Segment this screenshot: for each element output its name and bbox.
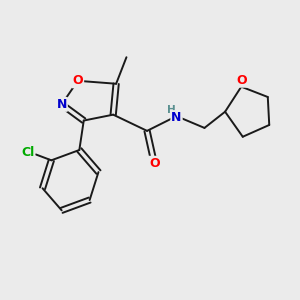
Text: O: O — [149, 157, 160, 170]
Text: N: N — [171, 111, 182, 124]
Text: Cl: Cl — [21, 146, 34, 159]
Text: N: N — [56, 98, 67, 111]
Text: O: O — [236, 74, 247, 87]
Text: O: O — [73, 74, 83, 87]
Text: H: H — [167, 105, 176, 115]
